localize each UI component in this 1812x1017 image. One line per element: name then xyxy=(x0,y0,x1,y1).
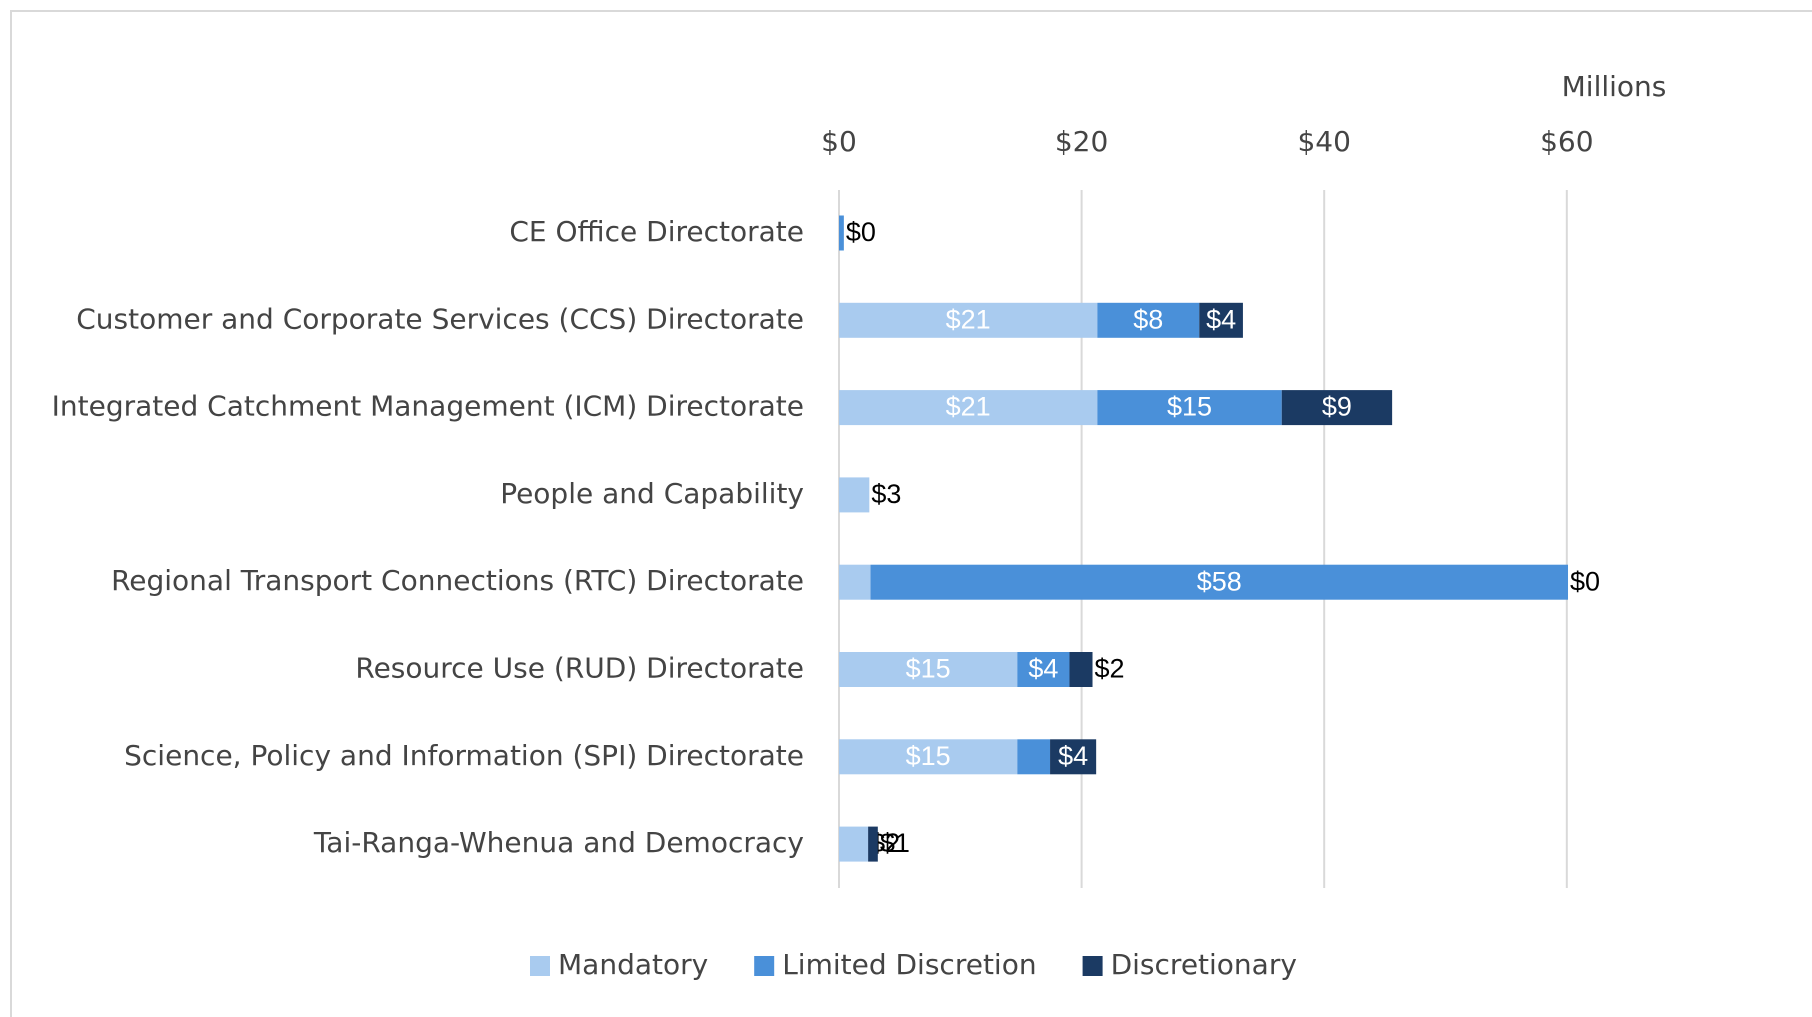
category-label: Tai-Ranga-Whenua and Democracy xyxy=(313,826,804,859)
category-label: Resource Use (RUD) Directorate xyxy=(355,652,804,685)
bar-segment xyxy=(839,652,1018,687)
data-label: $15 xyxy=(906,654,951,684)
bar-segment xyxy=(1199,302,1243,338)
bar-segment xyxy=(868,826,878,862)
bar-segment xyxy=(1281,390,1393,426)
bar-segment xyxy=(839,739,1018,775)
bar-segment xyxy=(1017,652,1070,687)
category-label: CE Office Directorate xyxy=(509,215,804,248)
data-label: $9 xyxy=(1322,392,1352,422)
legend-swatch xyxy=(754,956,775,976)
category-label: People and Capability xyxy=(500,477,804,510)
x-tick-label: $40 xyxy=(1297,125,1350,158)
bar-segment xyxy=(839,564,871,600)
x-tick-label: $60 xyxy=(1540,125,1593,158)
bar-segment xyxy=(1017,739,1051,775)
bar-segment xyxy=(1097,390,1282,426)
data-label: $21 xyxy=(946,304,991,334)
data-label: $4 xyxy=(1058,741,1088,771)
bar-segment xyxy=(1050,739,1097,775)
bar-segment xyxy=(839,826,869,862)
category-label: Integrated Catchment Management (ICM) Di… xyxy=(52,390,804,423)
x-tick-label: $20 xyxy=(1055,125,1108,158)
data-label: $4 xyxy=(1206,304,1236,334)
bar-segment xyxy=(1097,302,1200,338)
data-label: $0 xyxy=(1570,566,1600,596)
category-label: Science, Policy and Information (SPI) Di… xyxy=(124,739,804,772)
legend-label: Limited Discretion xyxy=(782,948,1036,981)
legend-label: Mandatory xyxy=(558,948,708,981)
data-label: $58 xyxy=(1197,566,1242,596)
data-label: $1 xyxy=(880,828,910,858)
bar-segment xyxy=(839,390,1098,426)
axis-unit: Millions xyxy=(1562,70,1667,103)
bar-segment xyxy=(839,302,1098,338)
legend-swatch xyxy=(530,956,550,976)
chart-frame xyxy=(10,10,1812,1017)
category-label: Regional Transport Connections (RTC) Dir… xyxy=(111,564,804,597)
legend-swatch xyxy=(1082,956,1103,976)
x-tick-label: $0 xyxy=(821,125,857,158)
data-label: $3 xyxy=(871,479,901,509)
legend-label: Discretionary xyxy=(1111,948,1297,981)
data-label: $2 xyxy=(1095,654,1125,684)
bar-segment xyxy=(1069,652,1093,687)
data-label: $8 xyxy=(1133,304,1163,334)
data-label: $4 xyxy=(1028,654,1058,684)
data-label: $15 xyxy=(1167,392,1212,422)
data-label: $15 xyxy=(906,741,951,771)
data-label: $21 xyxy=(946,392,991,422)
bar-segment xyxy=(839,215,844,251)
bar-segment xyxy=(839,477,870,513)
bar-segment xyxy=(870,564,1569,600)
category-label: Customer and Corporate Services (CCS) Di… xyxy=(76,302,804,335)
data-label: $0 xyxy=(846,217,876,247)
